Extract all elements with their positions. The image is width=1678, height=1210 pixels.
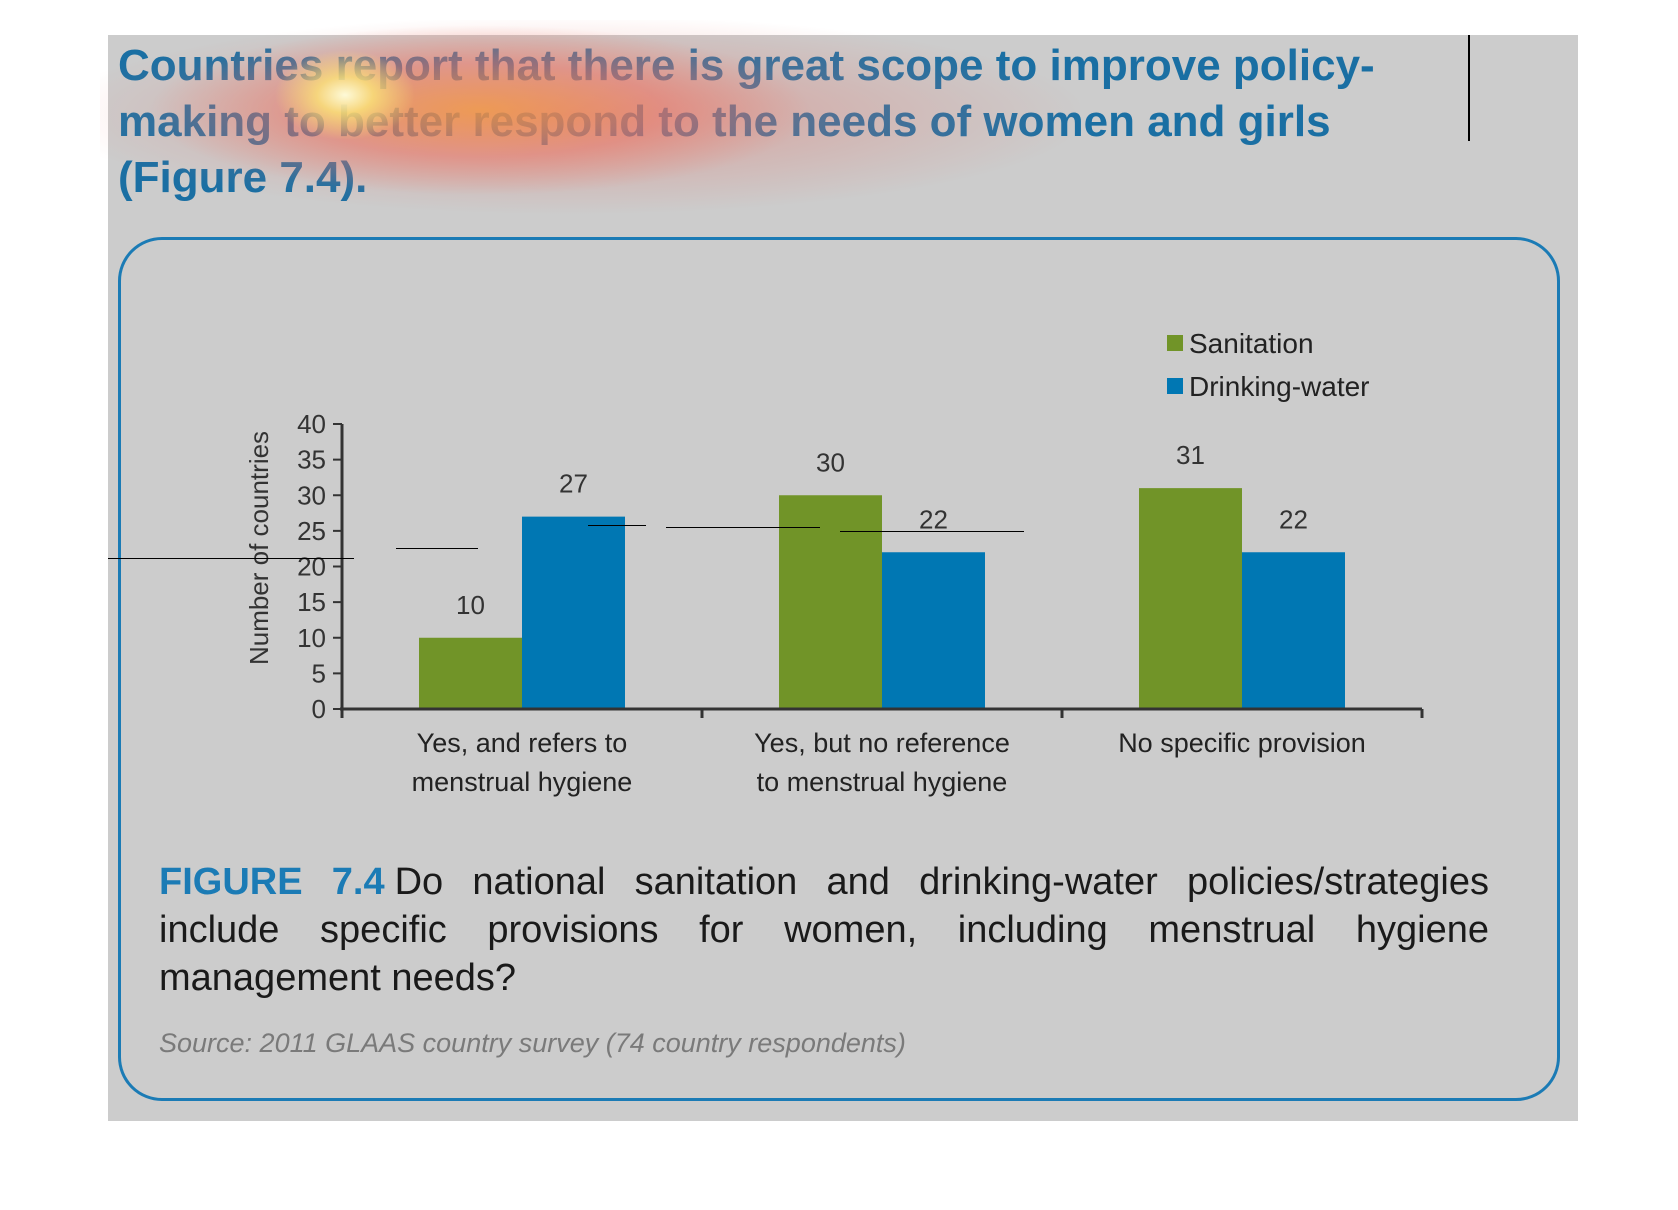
figure-caption-text: Do national sanitation and drinking-wate… — [159, 861, 1489, 999]
y-tick-label: 30 — [297, 480, 326, 510]
figure-box — [118, 237, 1560, 1101]
data-label: 27 — [559, 469, 588, 499]
legend-label: Sanitation — [1189, 328, 1314, 359]
y-tick-label: 40 — [297, 409, 326, 439]
figure-number: FIGURE 7.4 — [159, 861, 385, 903]
legend: Sanitation Drinking-water — [1167, 328, 1370, 402]
bar-drinking-water-0 — [522, 516, 625, 709]
y-tick-label: 20 — [297, 552, 326, 582]
data-label: 31 — [1176, 440, 1205, 470]
bar-sanitation-0 — [419, 637, 522, 709]
y-tick-label: 15 — [297, 587, 326, 617]
bar-drinking-water-2 — [1242, 552, 1345, 709]
y-tick-label: 10 — [297, 623, 326, 653]
bar-sanitation-2 — [1139, 488, 1242, 709]
bars-layer — [419, 488, 1345, 709]
data-label: 22 — [1279, 504, 1308, 534]
vertical-rule — [1468, 35, 1470, 141]
y-tick-label: 0 — [312, 694, 326, 724]
data-label: 10 — [456, 590, 485, 620]
axis-layer — [333, 423, 1424, 718]
y-axis-title: Number of countries — [244, 431, 274, 665]
labels-layer: 10 30 31 27 22 22 0 5 10 15 20 25 30 35 40 Yes, and ref… — [244, 409, 1366, 797]
y-tick-label: 35 — [297, 445, 326, 475]
x-category-label: No specific provision — [1118, 728, 1366, 758]
y-tick-label: 5 — [312, 658, 326, 688]
stray-line — [840, 531, 1024, 532]
data-label: 30 — [816, 447, 845, 477]
stray-line — [396, 548, 478, 549]
legend-swatch — [1167, 335, 1183, 351]
x-category-label: Yes, but no reference to menstrual hygien… — [754, 728, 1010, 797]
figure-source: Source: 2011 GLAAS country survey (74 co… — [159, 1028, 906, 1058]
data-label: 22 — [919, 504, 948, 534]
bar-sanitation-1 — [779, 495, 882, 709]
x-category-label: Yes, and refers to menstrual hygiene — [412, 728, 633, 797]
legend-swatch — [1167, 378, 1183, 394]
bar-chart: 10 30 31 27 22 22 0 5 10 15 20 25 30 35 40 Yes, and ref… — [244, 328, 1424, 797]
stray-line — [108, 558, 354, 559]
figure-caption: FIGURE 7.4 Do national sanitation and dri… — [159, 858, 1489, 1002]
y-tick-label: 25 — [297, 516, 326, 546]
stray-line — [588, 525, 646, 526]
legend-label: Drinking-water — [1189, 371, 1370, 402]
stray-line — [666, 527, 820, 528]
bar-drinking-water-1 — [882, 552, 985, 709]
